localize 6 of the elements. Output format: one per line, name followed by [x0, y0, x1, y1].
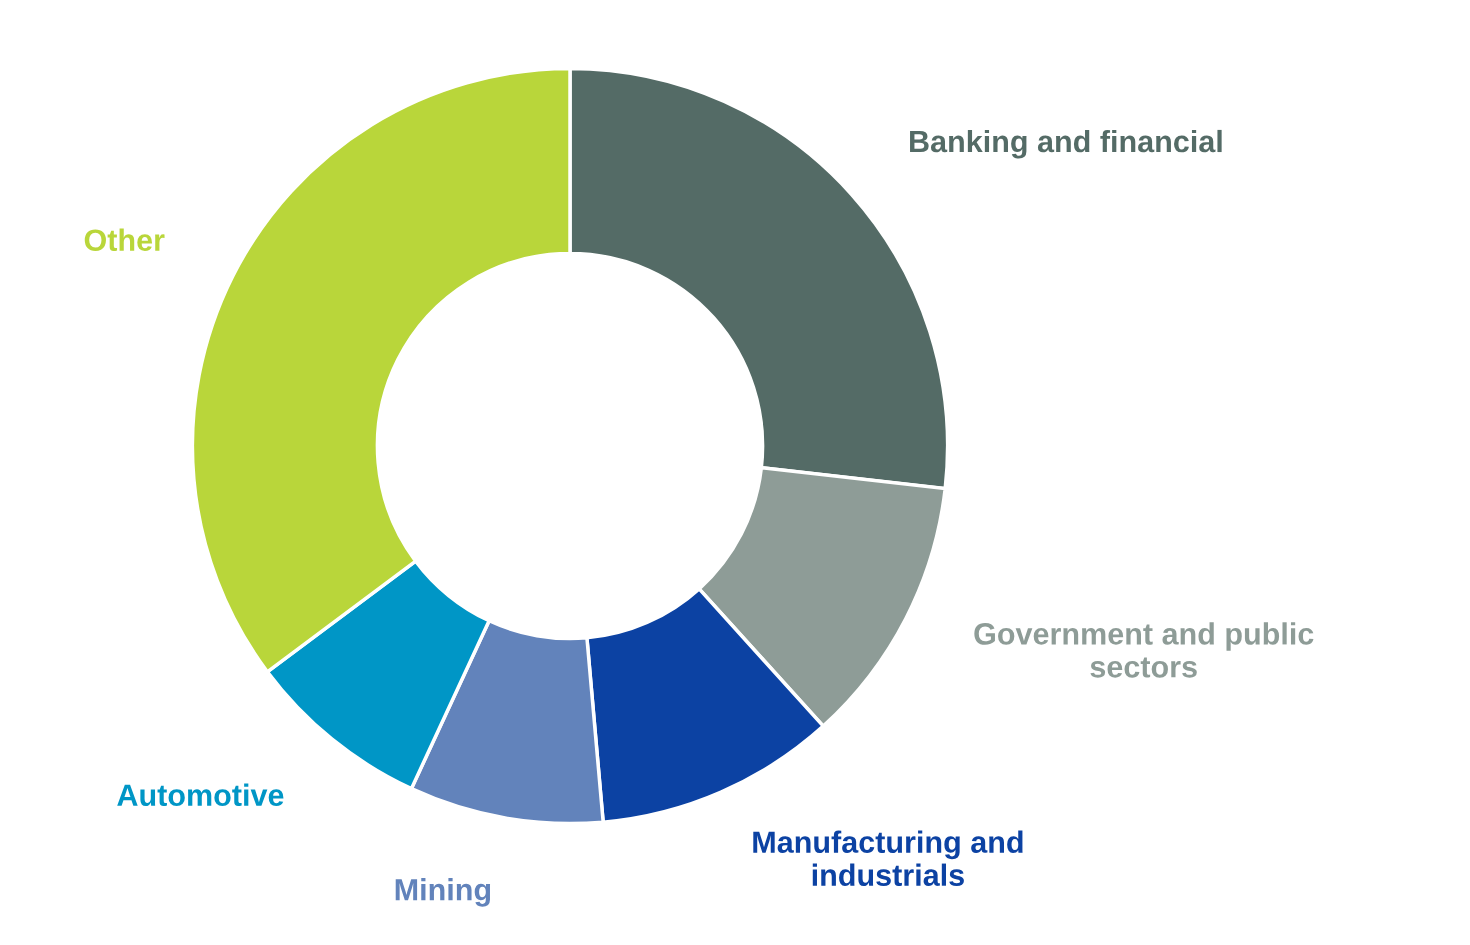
slice-label: Government and public sectors [974, 622, 1314, 678]
slice-label: Other [84, 228, 165, 252]
slice-label: Banking and financial [910, 129, 1222, 159]
slice-label: Manufacturing and industrials [753, 830, 1023, 887]
slice-label: Automotive [117, 783, 284, 807]
slice-label: Mining [395, 878, 491, 907]
